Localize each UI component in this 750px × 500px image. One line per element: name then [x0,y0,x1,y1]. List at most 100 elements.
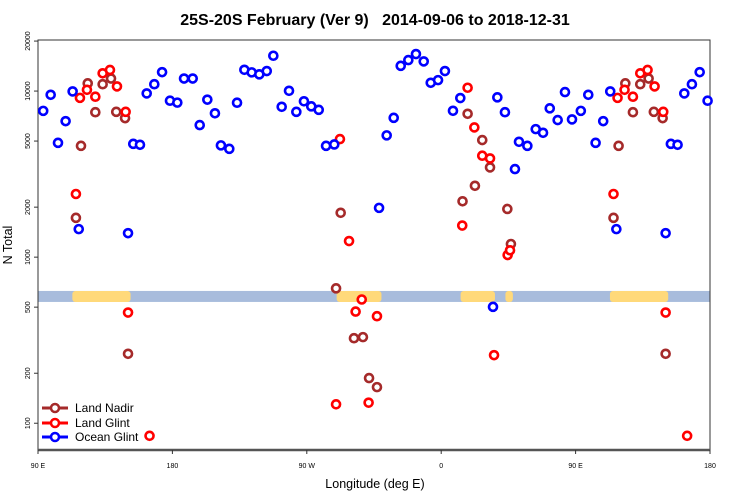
data-point [418,56,430,67]
data-point [604,86,616,97]
data-point [627,91,639,102]
data-point [432,74,444,86]
data-point [395,60,407,72]
data-point [122,307,134,318]
x-tick-label: 180 [167,463,179,470]
data-point [504,244,516,256]
data-point [611,223,622,235]
data-point [487,301,499,313]
data-point [141,88,153,99]
data-point [590,137,601,149]
data-point [320,140,332,152]
data-point [268,50,279,62]
data-point [75,140,87,152]
data-point [672,139,683,151]
data-point [513,136,525,148]
data-point [642,64,653,76]
data-point [313,104,325,116]
data-point [657,106,669,118]
data-point [60,115,71,127]
x-axis-ticks: 90 E 180 90 W 0 90 E 180 [31,450,716,470]
data-point [566,114,578,125]
data-point [410,48,422,60]
data-point [276,101,288,113]
data-point [209,107,221,119]
data-point [231,97,243,109]
x-tick-label: 180 [704,463,716,470]
y-tick-label: 1000 [25,249,32,265]
data-point [552,114,563,126]
legend-item-land-glint: Land Glint [42,416,130,430]
data-point [70,188,82,200]
data-point [660,227,671,239]
data-point [215,140,227,151]
legend-item-ocean-glint: Ocean Glint [42,430,139,444]
legend-label: Ocean Glint [75,430,139,444]
data-point [381,130,392,141]
data-point [492,92,503,103]
data-point [350,306,361,317]
y-axis-ticks: 100 200 500 1000 2000 5000 10000 20000 [25,31,38,429]
legend: Land Nadir Land Glint Ocean Glint [42,401,139,444]
data-point [97,78,108,90]
data-point [178,73,190,84]
data-point [612,92,623,104]
data-point [283,85,295,97]
series-land-nadir [70,73,671,393]
data-point [357,331,369,343]
data-point [134,139,146,151]
data-point [194,119,206,131]
x-axis-label: Longitude (deg E) [325,477,424,491]
data-point [388,112,400,124]
y-tick-label: 10000 [25,81,32,101]
data-point [522,140,533,152]
data-point [111,81,123,92]
data-point [104,64,116,76]
x-tick-label: 90 E [568,463,583,470]
data-point [457,195,468,207]
legend-label: Land Nadir [75,401,134,415]
data-point [363,397,374,408]
legend-label: Land Glint [75,416,130,430]
data-point [105,73,117,84]
legend-item-land-nadir: Land Nadir [42,401,134,415]
land-segment [505,290,513,302]
data-point [686,78,698,90]
land-ocean-strip [38,290,710,302]
data-point [660,348,671,360]
data-point [73,223,85,235]
data-point [45,89,56,101]
x-tick-label: 90 E [31,463,46,470]
data-point [608,188,619,200]
data-point [348,332,360,344]
y-tick-label: 500 [25,301,32,313]
data-point [156,66,168,78]
series-ocean-glint [37,48,713,313]
data-point [261,65,273,77]
data-point [90,106,101,118]
y-tick-label: 20000 [25,31,32,51]
data-point [462,82,473,94]
data-point [439,65,451,77]
data-point [120,106,131,118]
data-point [582,89,594,101]
data-point [649,81,660,92]
y-tick-label: 100 [25,417,32,429]
data-point [373,202,385,214]
data-point [484,153,496,164]
data-point [328,139,340,150]
data-point [335,207,346,219]
data-point [122,227,134,239]
data-point [660,307,671,318]
y-axis-label: N Total [1,226,15,265]
data-point [202,94,213,105]
data-point [291,106,302,118]
data-point [694,66,705,78]
land-segment [460,290,495,302]
data-point [330,283,342,294]
data-point [67,86,78,97]
data-point [488,349,500,361]
data-point [81,84,93,96]
data-point [52,137,64,149]
